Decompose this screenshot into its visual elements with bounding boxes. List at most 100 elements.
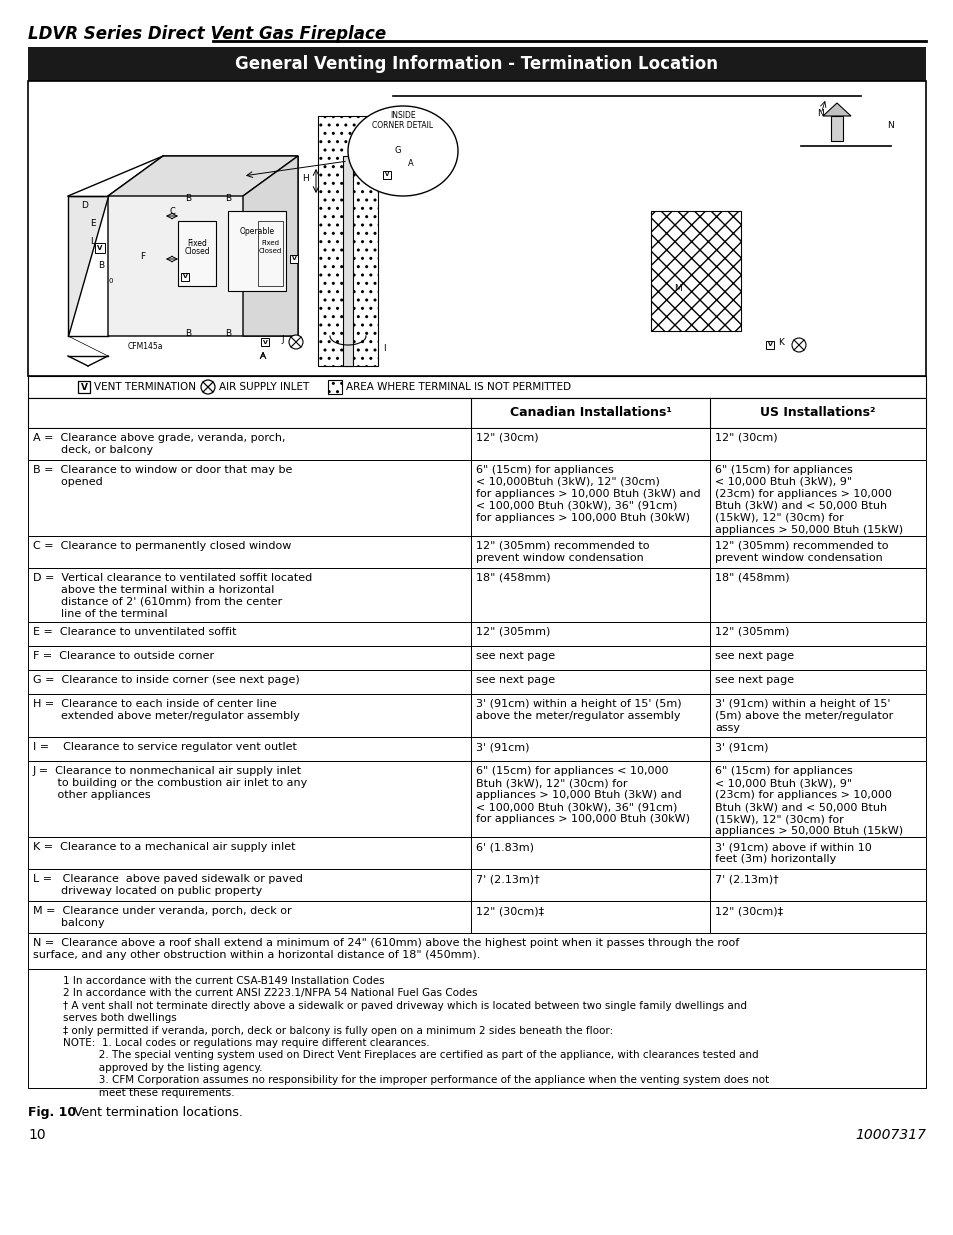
Bar: [28, 737, 925, 761]
Text: I =    Clearance to service regulator vent outlet: I = Clearance to service regulator vent …: [33, 742, 296, 752]
Bar: [28, 622, 925, 646]
Text: INSIDE
CORNER DETAIL: INSIDE CORNER DETAIL: [372, 111, 433, 131]
Bar: [28, 761, 925, 837]
Text: 3' (91cm) above if within 10
feet (3m) horizontally: 3' (91cm) above if within 10 feet (3m) h…: [714, 842, 871, 864]
Text: M: M: [674, 284, 681, 293]
Text: 3' (91cm): 3' (91cm): [476, 742, 529, 752]
Bar: [343, 156, 353, 366]
Text: 6" (15cm) for appliances
< 10,000Btuh (3kW), 12" (30cm)
for appliances > 10,000 : 6" (15cm) for appliances < 10,000Btuh (3…: [476, 466, 700, 522]
Text: F: F: [140, 252, 146, 261]
Text: 12" (305mm): 12" (305mm): [476, 627, 550, 637]
Text: Fixed: Fixed: [261, 240, 278, 246]
Text: 18" (458mm): 18" (458mm): [476, 573, 550, 583]
Bar: [28, 837, 925, 869]
Text: V: V: [97, 245, 103, 251]
Polygon shape: [243, 156, 297, 336]
Bar: [28, 429, 925, 459]
Text: J =  Clearance to nonmechanical air supply inlet
       to building or the combu: J = Clearance to nonmechanical air suppl…: [33, 766, 307, 800]
Bar: [178, 221, 215, 287]
Bar: [765, 341, 773, 350]
Text: N: N: [886, 121, 893, 130]
Bar: [650, 211, 740, 331]
Text: V: V: [262, 340, 267, 345]
Bar: [28, 398, 925, 429]
Bar: [290, 254, 297, 263]
Text: 18" (458mm): 18" (458mm): [714, 573, 789, 583]
Text: L =   Clearance  above paved sidewalk or paved
        driveway located on publi: L = Clearance above paved sidewalk or pa…: [33, 874, 302, 897]
Text: Closed: Closed: [184, 247, 210, 256]
Polygon shape: [108, 156, 297, 196]
Text: LDVR Series Direct Vent Gas Fireplace: LDVR Series Direct Vent Gas Fireplace: [28, 25, 386, 43]
Text: T: T: [382, 144, 388, 153]
Bar: [28, 694, 925, 737]
Text: 6" (15cm) for appliances < 10,000
Btuh (3kW), 12" (30cm) for
appliances > 10,000: 6" (15cm) for appliances < 10,000 Btuh (…: [476, 766, 689, 824]
Bar: [28, 869, 925, 902]
Text: V: V: [384, 173, 389, 178]
Text: 6" (15cm) for appliances
< 10,000 Btuh (3kW), 9"
(23cm) for appliances > 10,000
: 6" (15cm) for appliances < 10,000 Btuh (…: [714, 766, 902, 836]
Bar: [28, 536, 925, 568]
Bar: [28, 969, 925, 1088]
Polygon shape: [108, 156, 297, 336]
Bar: [261, 338, 269, 346]
Text: C: C: [169, 206, 174, 215]
Text: V: V: [292, 257, 296, 262]
Bar: [28, 568, 925, 622]
Text: B =  Clearance to window or door that may be
        opened: B = Clearance to window or door that may…: [33, 466, 292, 487]
Bar: [28, 47, 925, 82]
Bar: [228, 211, 286, 291]
Text: A: A: [408, 159, 414, 168]
Text: 6" (15cm) for appliances
< 10,000 Btuh (3kW), 9"
(23cm) for appliances > 10,000
: 6" (15cm) for appliances < 10,000 Btuh (…: [714, 466, 902, 535]
Polygon shape: [68, 196, 108, 336]
Text: 12" (30cm)‡: 12" (30cm)‡: [714, 906, 782, 916]
Text: 10: 10: [28, 1128, 46, 1142]
Text: V: V: [80, 383, 88, 391]
Text: see next page: see next page: [476, 676, 555, 685]
Text: 3' (91cm) within a height of 15' (5m)
above the meter/regulator assembly: 3' (91cm) within a height of 15' (5m) ab…: [476, 699, 680, 721]
Circle shape: [289, 335, 303, 350]
Text: J: J: [281, 335, 284, 345]
Bar: [28, 671, 925, 694]
Text: US Installations²: US Installations²: [760, 406, 875, 420]
Text: 12" (30cm): 12" (30cm): [714, 433, 777, 443]
Bar: [28, 459, 925, 536]
Text: B: B: [185, 194, 191, 203]
Text: 3' (91cm) within a height of 15'
(5m) above the meter/regulator
assy: 3' (91cm) within a height of 15' (5m) ab…: [714, 699, 892, 734]
Text: E: E: [91, 219, 95, 227]
Text: see next page: see next page: [476, 651, 555, 661]
Text: 12" (305mm) recommended to
prevent window condensation: 12" (305mm) recommended to prevent windo…: [476, 541, 649, 563]
Text: C =  Clearance to permanently closed window: C = Clearance to permanently closed wind…: [33, 541, 291, 551]
Text: AIR SUPPLY INLET: AIR SUPPLY INLET: [219, 382, 309, 391]
Text: H: H: [302, 174, 309, 183]
Text: F =  Clearance to outside corner: F = Clearance to outside corner: [33, 651, 213, 661]
Text: B: B: [185, 329, 191, 338]
Text: B: B: [225, 194, 231, 203]
Text: V: V: [182, 274, 187, 279]
Text: 7' (2.13m)†: 7' (2.13m)†: [714, 874, 778, 884]
Circle shape: [791, 338, 805, 352]
Text: K =  Clearance to a mechanical air supply inlet: K = Clearance to a mechanical air supply…: [33, 842, 295, 852]
Bar: [28, 82, 925, 375]
Text: Canadian Installations¹: Canadian Installations¹: [509, 406, 671, 420]
Text: D =  Vertical clearance to ventilated soffit located
        above the terminal : D = Vertical clearance to ventilated sof…: [33, 573, 312, 619]
Text: H =  Clearance to each inside of center line
        extended above meter/regula: H = Clearance to each inside of center l…: [33, 699, 299, 721]
Text: Closed: Closed: [258, 248, 281, 254]
Text: 12" (30cm)‡: 12" (30cm)‡: [476, 906, 543, 916]
Text: General Venting Information - Termination Location: General Venting Information - Terminatio…: [235, 56, 718, 73]
Text: L: L: [91, 236, 95, 246]
Text: 12" (305mm) recommended to
prevent window condensation: 12" (305mm) recommended to prevent windo…: [714, 541, 887, 563]
Bar: [28, 646, 925, 671]
Circle shape: [201, 380, 214, 394]
Text: 7' (2.13m)†: 7' (2.13m)†: [476, 874, 539, 884]
Text: AREA WHERE TERMINAL IS NOT PERMITTED: AREA WHERE TERMINAL IS NOT PERMITTED: [346, 382, 571, 391]
Bar: [95, 243, 105, 253]
Text: 1 In accordance with the current CSA-B149 Installation Codes
2 In accordance wit: 1 In accordance with the current CSA-B14…: [63, 976, 768, 1098]
Text: N: N: [817, 109, 823, 119]
Text: Operable: Operable: [239, 226, 274, 236]
Text: G =  Clearance to inside corner (see next page): G = Clearance to inside corner (see next…: [33, 676, 299, 685]
Polygon shape: [822, 103, 850, 116]
Text: 12" (305mm): 12" (305mm): [714, 627, 788, 637]
Text: A =  Clearance above grade, veranda, porch,
        deck, or balcony: A = Clearance above grade, veranda, porc…: [33, 433, 285, 454]
Text: 3' (91cm): 3' (91cm): [714, 742, 768, 752]
Bar: [28, 932, 925, 969]
Text: B: B: [382, 109, 389, 119]
